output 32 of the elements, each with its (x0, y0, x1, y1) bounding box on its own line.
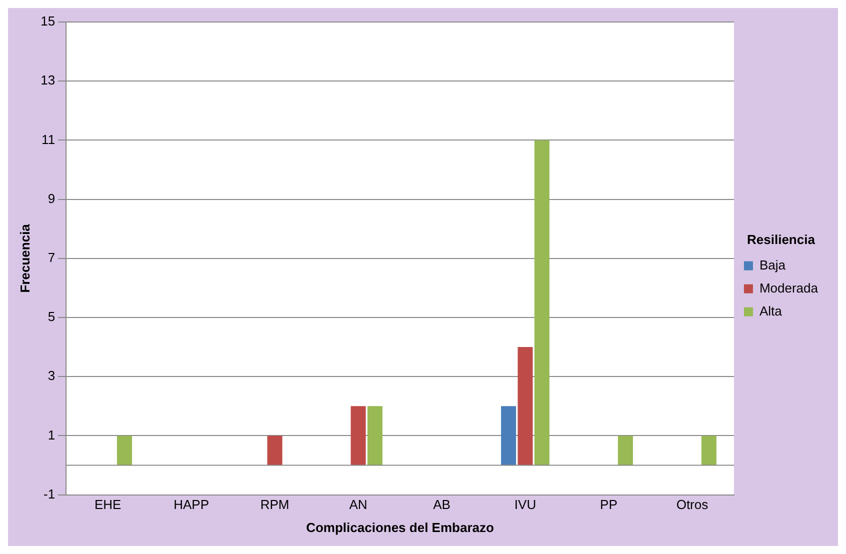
x-tick-label: RPM (260, 497, 290, 512)
y-tick-label: 9 (48, 190, 56, 206)
y-tick-label: 7 (48, 250, 56, 265)
y-tick-label: 3 (48, 368, 56, 384)
legend-title: Resiliencia (747, 232, 816, 247)
y-tick-label: 1 (48, 427, 56, 442)
y-axis-title: Frecuencia (17, 223, 32, 293)
bar (701, 436, 716, 466)
legend-label: Alta (759, 303, 783, 318)
y-tick-label: 11 (42, 132, 56, 147)
bar (534, 140, 550, 466)
x-tick-label: AN (349, 497, 368, 512)
x-tick-label: Otros (676, 497, 709, 512)
x-tick-label: HAPP (174, 497, 209, 512)
bar (501, 406, 516, 466)
bar (350, 406, 366, 466)
y-tick-label: 13 (40, 72, 56, 88)
bar (518, 347, 533, 466)
y-tick-label: 5 (48, 309, 56, 324)
bar (367, 406, 382, 466)
legend-label: Moderada (759, 280, 819, 296)
bar (267, 436, 282, 466)
x-tick-label: EHE (94, 497, 122, 512)
y-tick-label: 15 (40, 14, 56, 29)
x-axis-title: Complicaciones del Embarazo (306, 520, 494, 535)
x-tick-label: PP (600, 497, 618, 512)
bar (618, 436, 633, 466)
y-tick-label: -1 (43, 486, 56, 502)
legend-label: Baja (759, 257, 786, 272)
bar (116, 436, 132, 466)
x-tick-label: IVU (514, 497, 536, 512)
x-tick-label: AB (433, 497, 450, 512)
